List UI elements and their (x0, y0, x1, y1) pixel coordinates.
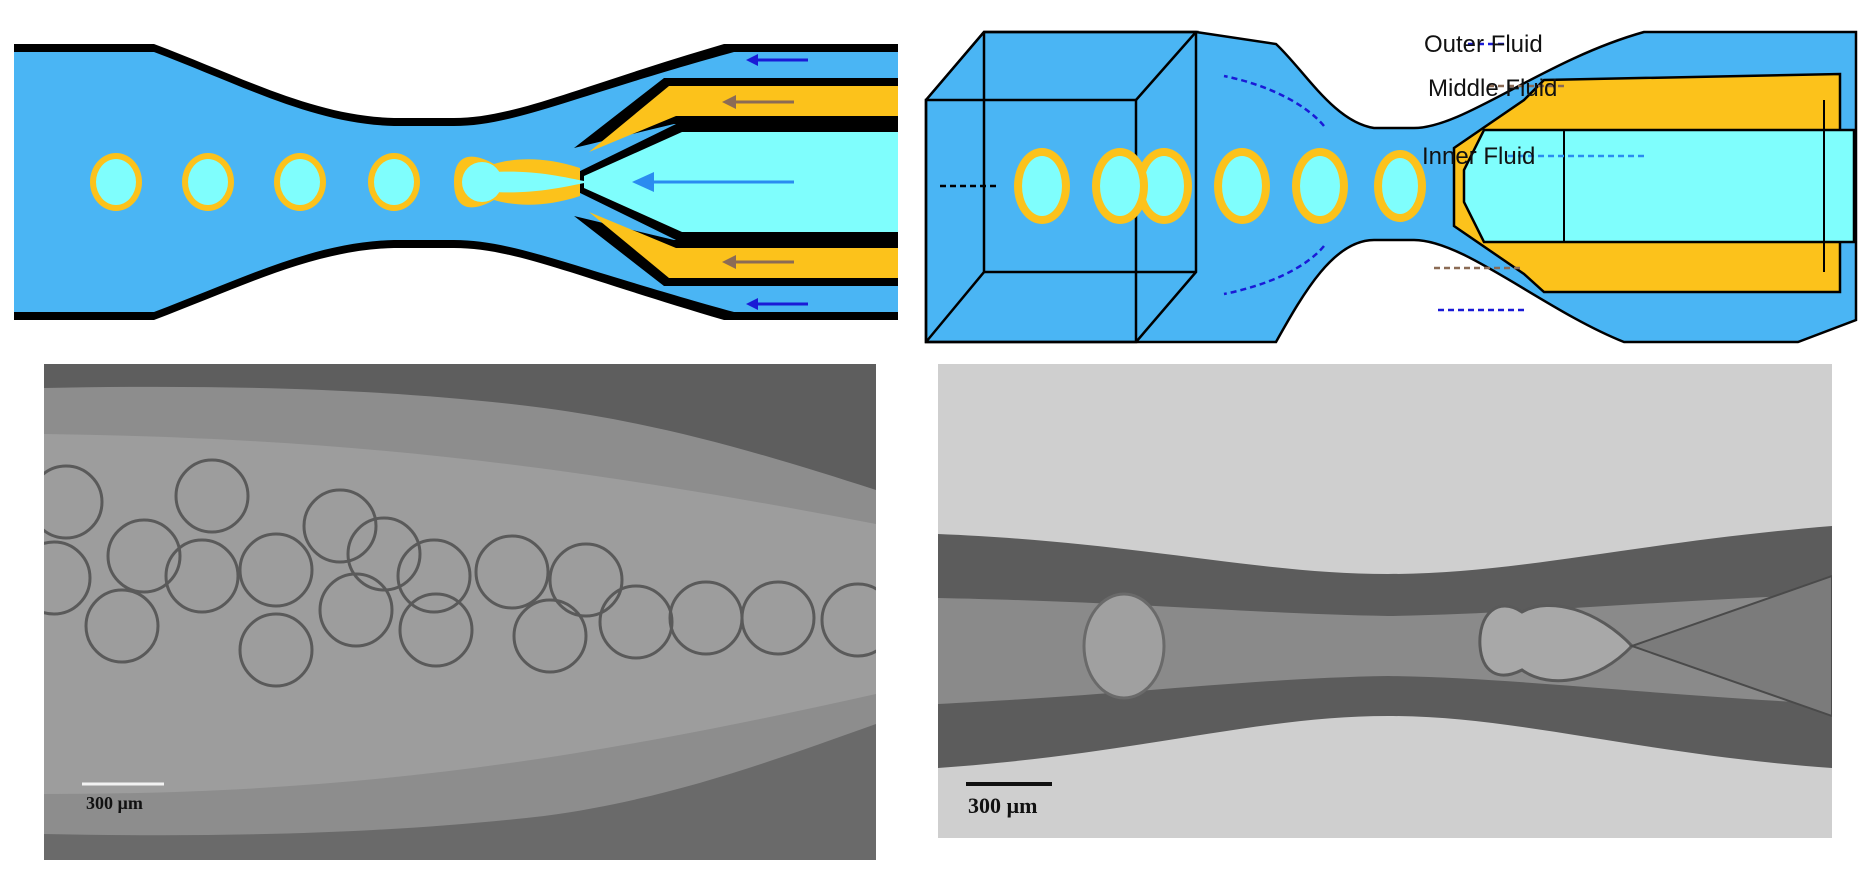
droplet-field (44, 458, 876, 688)
droplet (512, 598, 588, 674)
droplet (106, 518, 182, 594)
arrow-head (746, 54, 758, 66)
droplet-core (1144, 156, 1184, 216)
droplet-train (90, 153, 420, 211)
arrow-head (632, 172, 654, 192)
droplet-core (1100, 156, 1140, 216)
inner-channel (44, 434, 876, 794)
droplet (740, 580, 816, 656)
injection-tip (1628, 574, 1832, 718)
droplet (346, 516, 422, 592)
droplet (318, 572, 394, 648)
droplet (302, 488, 378, 564)
capillary-inner (938, 594, 1832, 704)
middle-fluid-bottom (589, 212, 898, 278)
droplet (598, 584, 674, 660)
droplet (548, 542, 624, 618)
droplet-core (1300, 156, 1340, 216)
flow-arrows (632, 54, 808, 310)
inner-capillary-edges (1463, 100, 1825, 272)
arrow-head (746, 298, 758, 310)
droplet-core (96, 159, 136, 205)
droplet (238, 532, 314, 608)
droplet (44, 540, 92, 616)
droplet (44, 464, 104, 540)
droplet (84, 588, 160, 664)
scale-bar-label: 300 µm (968, 793, 1038, 818)
inner-fluid-label: Inner Fluid (1422, 143, 1535, 170)
schematic-3d-panel: Outer Fluid Middle Fluid Inner Fluid (924, 30, 1862, 346)
droplet-train (1014, 148, 1426, 224)
forming-droplet (1478, 604, 1635, 683)
middle-fluid-label: Middle Fluid (1428, 75, 1557, 102)
released-droplet (1082, 592, 1166, 700)
droplet-core (280, 159, 320, 205)
flow-arrows (940, 42, 1644, 312)
droplet (174, 458, 250, 534)
neck-core (492, 171, 589, 193)
edge (1463, 201, 1485, 243)
middle-fluid-top (589, 86, 898, 152)
capillary-wall (44, 364, 876, 490)
droplet (398, 592, 474, 668)
edge (1463, 129, 1485, 171)
droplet (164, 538, 240, 614)
schematic-2d-panel (14, 38, 898, 326)
collection-capillary-cube (924, 30, 1199, 344)
droplet (396, 538, 472, 614)
droplet-core (1382, 158, 1418, 214)
capillary-wall (44, 724, 876, 860)
arrow-curve-icon (1223, 245, 1325, 296)
micrograph-c-svg: 300 µm (44, 364, 876, 860)
micrograph-d-svg: 300 µm (938, 364, 1832, 838)
droplet (238, 612, 314, 688)
arrow-head (722, 255, 736, 269)
schematic-3d-svg: Outer Fluid Middle Fluid Inner Fluid (924, 30, 1858, 344)
micrograph-packed-droplets: 300 µm (44, 364, 876, 860)
droplet-core (1022, 156, 1062, 216)
droplet (820, 582, 876, 658)
droplet-core (1222, 156, 1262, 216)
scale-bar-label: 300 µm (86, 793, 143, 813)
arrow-head (722, 95, 736, 109)
droplet-core (374, 159, 414, 205)
cube-front (924, 98, 1138, 344)
outer-fluid-label: Outer Fluid (1424, 31, 1543, 58)
droplet (474, 534, 550, 610)
schematic-2d-svg (14, 44, 898, 320)
arrow-curve-icon (1223, 74, 1325, 127)
cube-top (925, 30, 1199, 101)
droplet-core (188, 159, 228, 205)
micrograph-droplet-formation: 300 µm (938, 364, 1832, 838)
